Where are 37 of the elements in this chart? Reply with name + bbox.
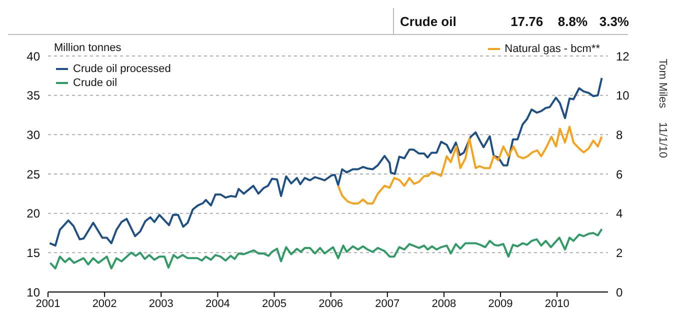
line-series: [337, 126, 603, 204]
x-tick-label: 2006: [318, 298, 344, 310]
y2-tick-label: 8: [616, 128, 623, 142]
legend-label: Natural gas - bcm**: [504, 42, 600, 56]
text: 3.3%: [598, 14, 629, 28]
x-tick-label: 2010: [544, 298, 570, 310]
y-tick-label: 15: [26, 246, 40, 260]
y2-tick-label: 0: [616, 285, 623, 300]
y2-tick-label: 12: [616, 49, 630, 64]
x-tick-label: 2009: [488, 298, 513, 310]
y-axis-title: Million tonnes: [54, 42, 122, 54]
x-tick-label: 2007: [375, 298, 400, 310]
text: 11/1/10: [656, 122, 668, 158]
text: Crude oil: [399, 14, 458, 28]
text: 8.8%: [556, 14, 588, 28]
x-tick-label: 2001: [36, 298, 60, 310]
line-series: [49, 228, 603, 270]
y2-tick-label: 6: [616, 167, 623, 182]
legend-label: Crude oil processed: [73, 62, 171, 76]
x-tick-label: 2005: [262, 298, 287, 310]
y2-tick-label: 10: [616, 88, 630, 103]
line-series: [48, 77, 603, 247]
y-tick-label: 10: [26, 285, 40, 300]
x-tick-label: 2002: [92, 298, 117, 310]
x-tick-label: 2004: [205, 298, 230, 310]
text: 17.76: [510, 14, 544, 28]
y2-tick-label: 4: [616, 206, 623, 221]
y2-tick-label: 2: [616, 246, 623, 260]
legend-label: Crude oil: [73, 76, 118, 90]
x-tick-label: 2003: [148, 298, 174, 310]
y-tick-label: 25: [26, 167, 40, 182]
y-tick-label: 40: [26, 49, 40, 64]
text: Tom Miles: [656, 58, 668, 108]
y-tick-label: 30: [26, 128, 40, 142]
y-tick-label: 20: [26, 206, 40, 221]
y-tick-label: 35: [26, 88, 40, 103]
x-tick-label: 2008: [432, 298, 456, 310]
